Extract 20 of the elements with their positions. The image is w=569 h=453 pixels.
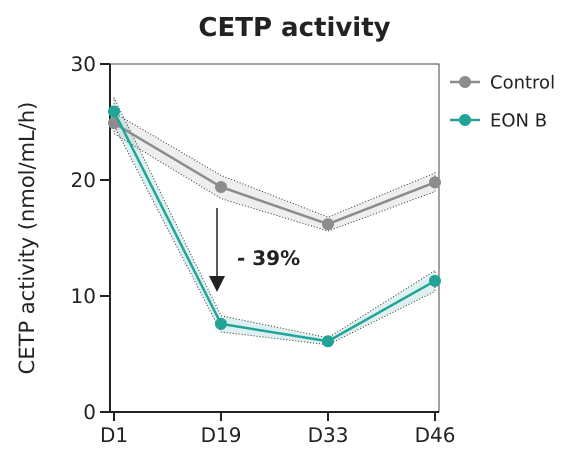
x-tick-label: D33 bbox=[308, 423, 348, 447]
point bbox=[215, 318, 227, 330]
point bbox=[322, 335, 334, 348]
point bbox=[108, 106, 120, 118]
y-tick-label: 20 bbox=[70, 168, 96, 192]
y-tick-label: 0 bbox=[83, 400, 96, 424]
annotation: - 39% bbox=[237, 246, 300, 270]
point bbox=[429, 176, 441, 188]
x-tick-label: D46 bbox=[414, 423, 456, 447]
legend-label: Control bbox=[490, 72, 556, 94]
y-tick-label: 10 bbox=[70, 284, 96, 308]
y-tick-label: 30 bbox=[70, 52, 96, 76]
point bbox=[429, 274, 441, 287]
y-axis-title: CETP activity (nmol/mL/h) bbox=[15, 102, 39, 374]
point bbox=[215, 180, 227, 193]
point bbox=[322, 218, 334, 230]
x-tick-label: D1 bbox=[100, 423, 128, 447]
x-tick-label: D19 bbox=[200, 423, 242, 447]
legend-label: EON B bbox=[490, 110, 548, 132]
chart-title: CETP activity bbox=[198, 13, 391, 43]
